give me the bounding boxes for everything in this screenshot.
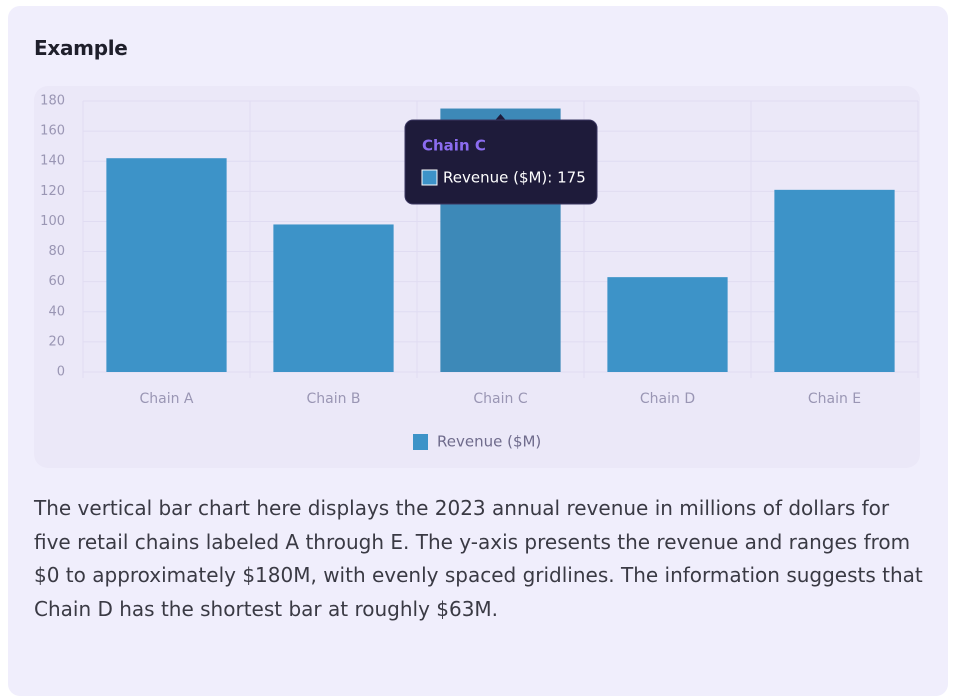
x-tick-label: Chain B [306, 391, 360, 407]
bar [106, 158, 227, 372]
tooltip-title: Chain C [422, 137, 486, 155]
y-tick-label: 60 [48, 274, 65, 289]
y-tick-label: 80 [48, 244, 65, 259]
x-tick-label: Chain E [808, 391, 861, 407]
description: The vertical bar chart here displays the… [34, 496, 923, 621]
tooltip-box [404, 119, 598, 205]
tooltip: Chain C Revenue ($M): 175 [404, 114, 598, 205]
y-tick-label: 20 [48, 334, 65, 349]
legend-label: Revenue ($M) [437, 433, 541, 451]
bar [774, 189, 895, 372]
legend-swatch [413, 434, 428, 450]
x-tick-label: Chain C [473, 391, 527, 407]
card-title: Example [34, 36, 128, 60]
tooltip-arrow [494, 114, 507, 121]
tooltip-label: Revenue ($M): 175 [443, 169, 586, 187]
y-tick-label: 100 [40, 214, 65, 229]
y-tick-label: 0 [57, 365, 65, 380]
x-tick-label: Chain A [139, 391, 193, 407]
y-tick-label: 160 [40, 124, 65, 139]
y-tick-label: 40 [48, 304, 65, 319]
y-tick-label: 180 [40, 94, 65, 109]
bar [273, 224, 394, 372]
tooltip-swatch [421, 169, 438, 186]
y-tick-label: 120 [40, 184, 65, 199]
y-tick-label: 140 [40, 154, 65, 169]
x-tick-label: Chain D [640, 391, 695, 407]
bar [607, 277, 728, 372]
